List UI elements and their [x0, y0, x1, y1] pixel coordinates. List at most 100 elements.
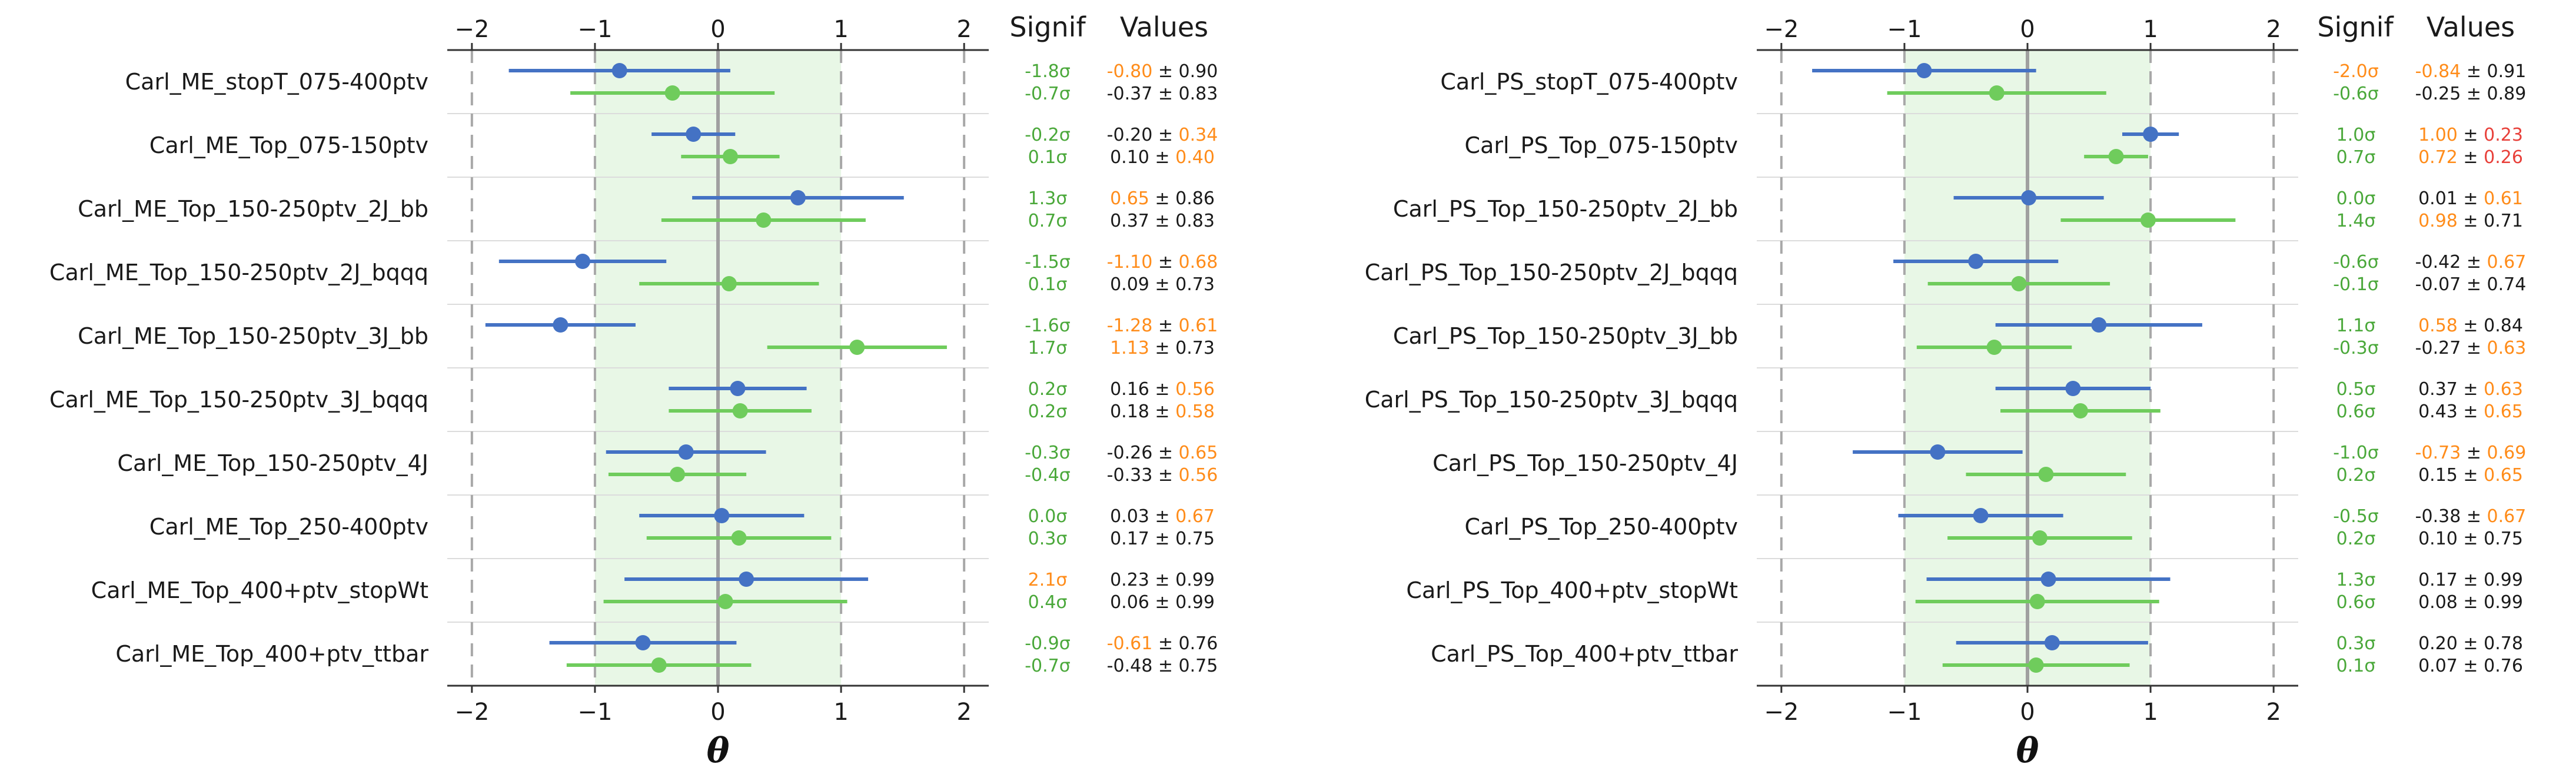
uncertainty-value: 0.83 — [1179, 84, 1218, 104]
plus-minus-sign: ± — [2461, 443, 2487, 463]
green-point — [2038, 467, 2054, 482]
central-value: 0.09 — [1110, 274, 1149, 295]
category-label: Carl_PS_Top_150-250ptv_2J_bqqq — [1365, 260, 1738, 285]
significance-value: -0.9σ — [1025, 633, 1071, 654]
uncertainty-value: 0.56 — [1179, 465, 1218, 486]
significance-value: -0.5σ — [2333, 506, 2379, 527]
central-value: 0.16 — [1110, 379, 1149, 400]
green-point — [731, 530, 747, 546]
category-label: Carl_ME_Top_250-400ptv — [149, 514, 428, 540]
central-value: -0.07 — [2415, 274, 2461, 295]
significance-value: -1.0σ — [2333, 443, 2379, 463]
blue-point — [678, 444, 694, 460]
uncertainty-value: 0.69 — [2487, 443, 2527, 463]
central-value: -0.27 — [2415, 338, 2461, 358]
uncertainty-value: 0.99 — [2484, 592, 2523, 613]
plus-minus-sign: ± — [2458, 379, 2484, 400]
plus-minus-sign: ± — [2461, 61, 2487, 82]
uncertainty-value: 0.83 — [1175, 211, 1215, 231]
bottom-tick-label: −1 — [577, 699, 612, 726]
significance-value: -1.6σ — [1025, 315, 1071, 336]
top-tick-label: −1 — [577, 16, 612, 43]
green-significance: -0.7σ — [1025, 656, 1071, 676]
uncertainty-value: 0.23 — [2484, 125, 2523, 145]
significance-value: 1.4σ — [2336, 211, 2376, 231]
uncertainty-value: 0.61 — [1179, 315, 1218, 336]
uncertainty-value: 0.63 — [2484, 379, 2523, 400]
central-value: 0.37 — [2418, 379, 2458, 400]
plus-minus-sign: ± — [1152, 315, 1178, 336]
uncertainty-value: 0.91 — [2487, 61, 2527, 82]
green-value: 0.72 ± 0.26 — [2418, 147, 2523, 168]
significance-value: -0.3σ — [2333, 338, 2379, 358]
plus-minus-sign: ± — [2458, 592, 2484, 613]
blue-value: -1.28 ± 0.61 — [1107, 315, 1218, 336]
green-significance: 0.2σ — [2336, 465, 2376, 486]
panel-2: −2 −2 −1 −1 0 0 1 1 2 2 θ Signif Values Carl_PS_stopT… — [1365, 11, 2527, 770]
blue-significance: 0.0σ — [2336, 188, 2376, 209]
x-axis-label: θ — [2016, 730, 2039, 770]
blue-point — [2044, 635, 2060, 650]
blue-value: -0.61 ± 0.76 — [1107, 633, 1218, 654]
blue-significance: -0.2σ — [1025, 125, 1071, 145]
blue-point — [2021, 190, 2037, 205]
blue-significance: -0.5σ — [2333, 506, 2379, 527]
blue-value: -0.80 ± 0.90 — [1107, 61, 1218, 82]
green-value: 0.06 ± 0.99 — [1110, 592, 1215, 613]
blue-point — [1968, 254, 1984, 269]
central-value: 0.20 — [2418, 633, 2458, 654]
green-value: -0.48 ± 0.75 — [1107, 656, 1218, 676]
blue-point — [2065, 381, 2081, 396]
blue-value: 0.65 ± 0.86 — [1110, 188, 1215, 209]
uncertainty-value: 0.78 — [2484, 633, 2523, 654]
central-value: -0.20 — [1107, 125, 1153, 145]
central-value: -0.80 — [1107, 61, 1153, 82]
blue-significance: -0.6σ — [2333, 252, 2379, 273]
central-value: -1.10 — [1107, 252, 1153, 273]
uncertainty-value: 0.99 — [1175, 592, 1215, 613]
uncertainty-value: 0.63 — [2487, 338, 2527, 358]
significance-value: -0.1σ — [2333, 274, 2379, 295]
top-tick-label: 1 — [2143, 16, 2158, 43]
central-value: 0.43 — [2418, 401, 2458, 422]
central-value: 1.00 — [2418, 125, 2458, 145]
category-label: Carl_ME_Top_150-250ptv_2J_bb — [78, 196, 428, 222]
uncertainty-value: 0.84 — [2484, 315, 2523, 336]
blue-value: -0.84 ± 0.91 — [2415, 61, 2527, 82]
significance-value: -0.4σ — [1025, 465, 1071, 486]
blue-value: 0.20 ± 0.78 — [2418, 633, 2523, 654]
plus-minus-sign: ± — [1149, 506, 1175, 527]
green-value: -0.25 ± 0.89 — [2415, 84, 2527, 104]
central-value: 0.58 — [2418, 315, 2458, 336]
significance-value: 2.1σ — [1028, 570, 1068, 590]
green-value: 0.98 ± 0.71 — [2418, 211, 2523, 231]
uncertainty-value: 0.76 — [2484, 656, 2523, 676]
top-tick-label: 2 — [956, 16, 971, 43]
blue-point — [635, 635, 651, 650]
green-value: -0.07 ± 0.74 — [2415, 274, 2527, 295]
uncertainty-value: 0.65 — [2484, 465, 2523, 486]
significance-value: -0.2σ — [1025, 125, 1071, 145]
green-point — [1986, 340, 2002, 355]
plus-minus-sign: ± — [1152, 125, 1178, 145]
green-significance: -0.4σ — [1025, 465, 1071, 486]
green-significance: 0.7σ — [1028, 211, 1068, 231]
uncertainty-value: 0.73 — [1175, 338, 1215, 358]
green-value: 1.13 ± 0.73 — [1110, 338, 1215, 358]
blue-point — [1930, 444, 1946, 460]
plus-minus-sign: ± — [1149, 570, 1175, 590]
green-value: 0.43 ± 0.65 — [2418, 401, 2523, 422]
uncertainty-value: 0.75 — [2484, 529, 2523, 549]
green-significance: -0.1σ — [2333, 274, 2379, 295]
significance-value: 1.7σ — [1028, 338, 1068, 358]
uncertainty-value: 0.89 — [2487, 84, 2527, 104]
uncertainty-value: 0.65 — [1179, 443, 1218, 463]
green-significance: 0.6σ — [2336, 401, 2376, 422]
plus-minus-sign: ± — [1149, 592, 1175, 613]
blue-point — [739, 572, 754, 587]
plus-minus-sign: ± — [1149, 338, 1175, 358]
top-tick-label: 0 — [2020, 16, 2035, 43]
green-significance: 0.6σ — [2336, 592, 2376, 613]
